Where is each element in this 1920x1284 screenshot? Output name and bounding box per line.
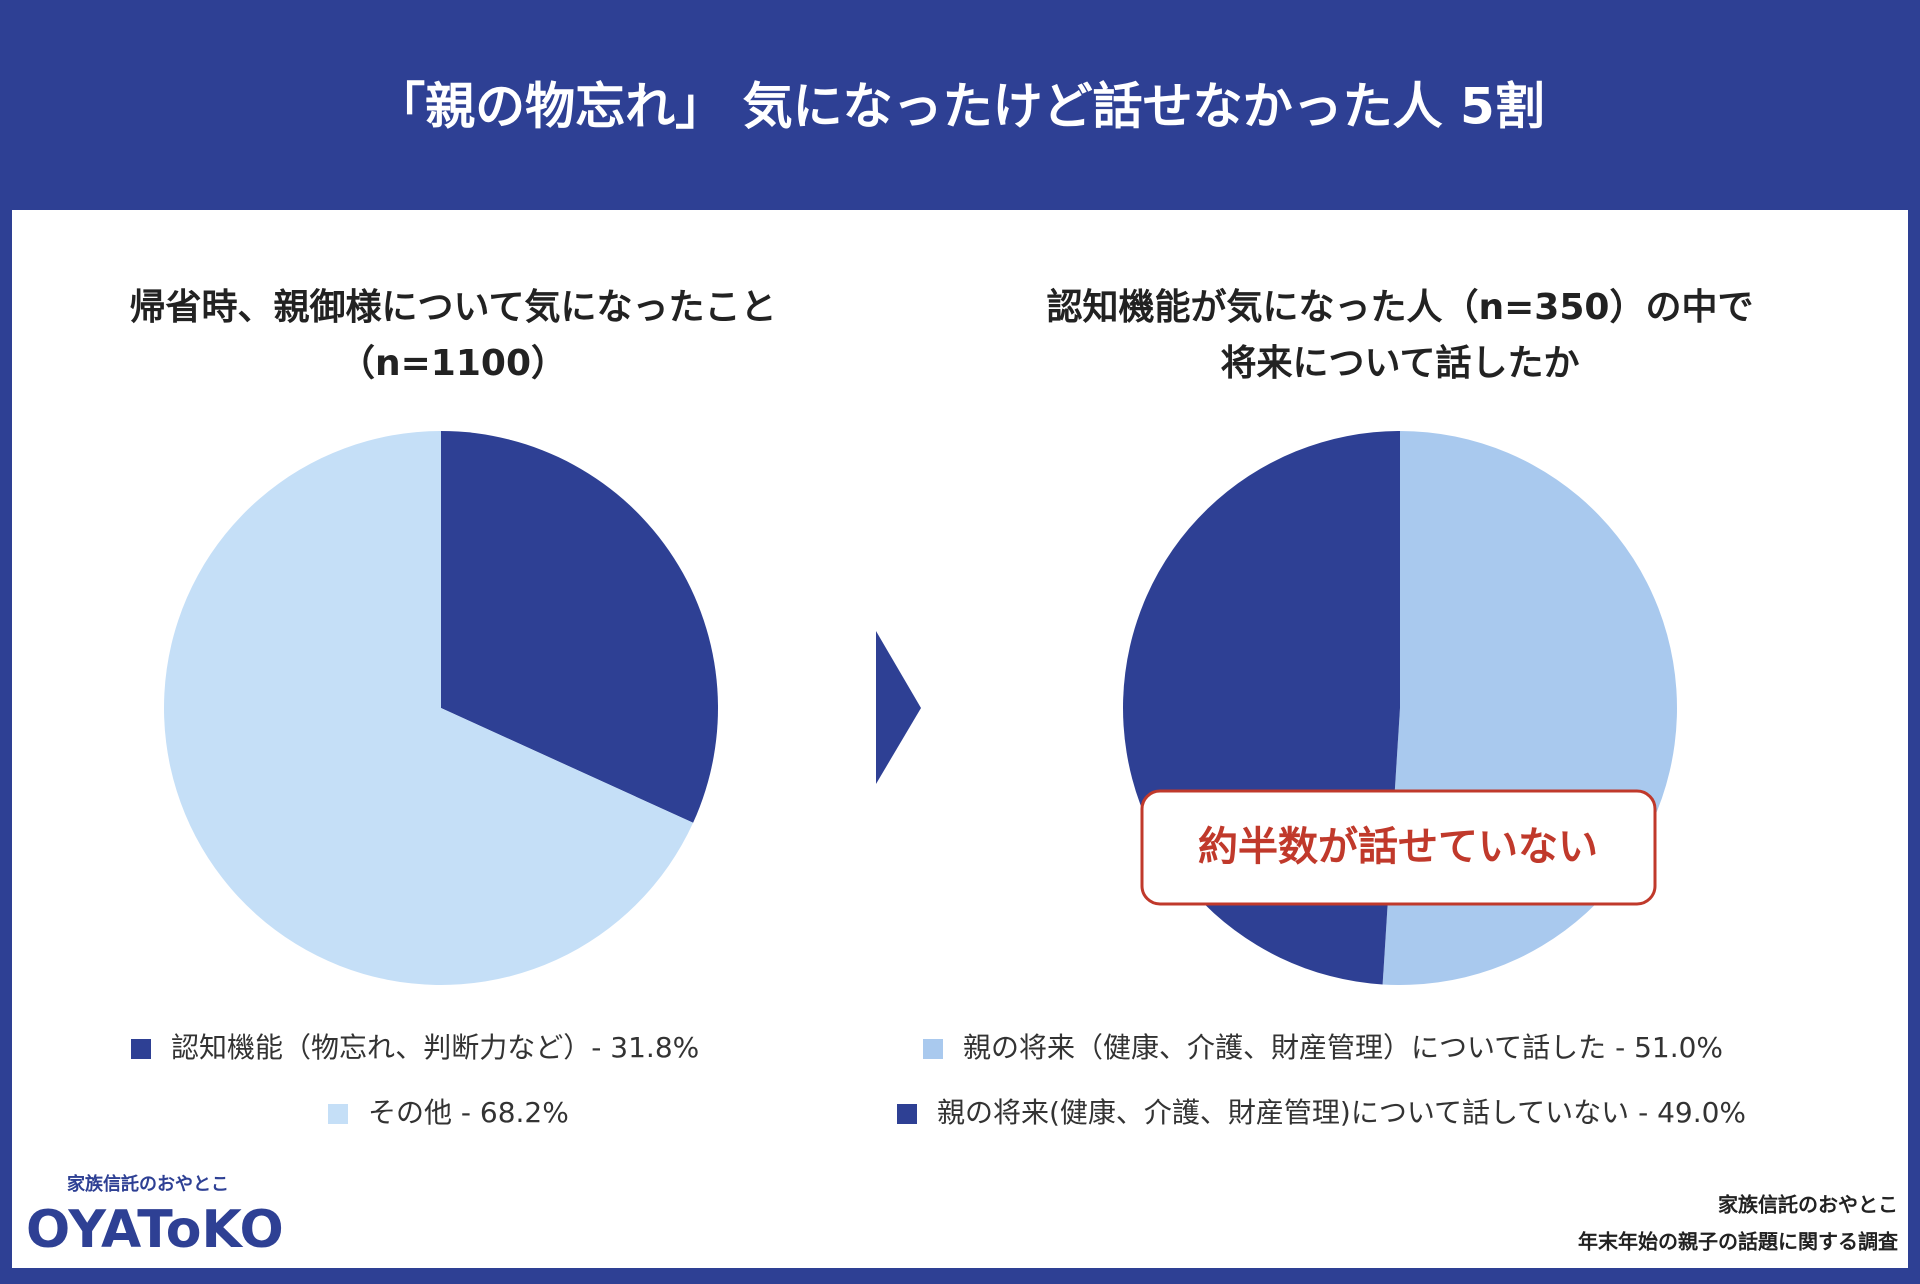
pie-slice (441, 431, 719, 823)
legend-swatch (923, 1039, 943, 1059)
legend-label: 親の将来（健康、介護、財産管理）について話した - 51.0% (963, 1031, 1723, 1064)
annotation: 約半数が話せていない (1198, 824, 1598, 870)
pie-slice (163, 431, 694, 985)
legend-label: 認知機能（物忘れ、判断力など）- 31.8% (171, 1031, 699, 1064)
chart-title: 認知機能が気になった人（n=350）の中で (1047, 287, 1754, 328)
legend-label: 親の将来(健康、介護、財産管理)について話していない - 49.0% (937, 1096, 1746, 1129)
source-line: 年末年始の親子の話題に関する調査 (1578, 1230, 1898, 1254)
logo-name: OYAToKO (26, 1200, 284, 1260)
legend-swatch (131, 1039, 151, 1059)
legend-label: その他 - 68.2% (368, 1096, 569, 1129)
legend-swatch (328, 1104, 348, 1124)
source-line: 家族信託のおやとこ (1718, 1193, 1898, 1217)
annotation-box (1140, 789, 1657, 906)
logo-tagline: 家族信託のおやとこ (67, 1173, 229, 1195)
arrow (876, 631, 921, 784)
chart-title: （n=1100） (339, 343, 567, 384)
chart-title: 帰省時、親御様について気になったこと (130, 287, 777, 328)
header-title: 「親の物忘れ」 気になったけど話せなかった人 5割 (375, 78, 1545, 136)
chart-title: 将来について話したか (1221, 343, 1580, 384)
legend-swatch (897, 1104, 917, 1124)
